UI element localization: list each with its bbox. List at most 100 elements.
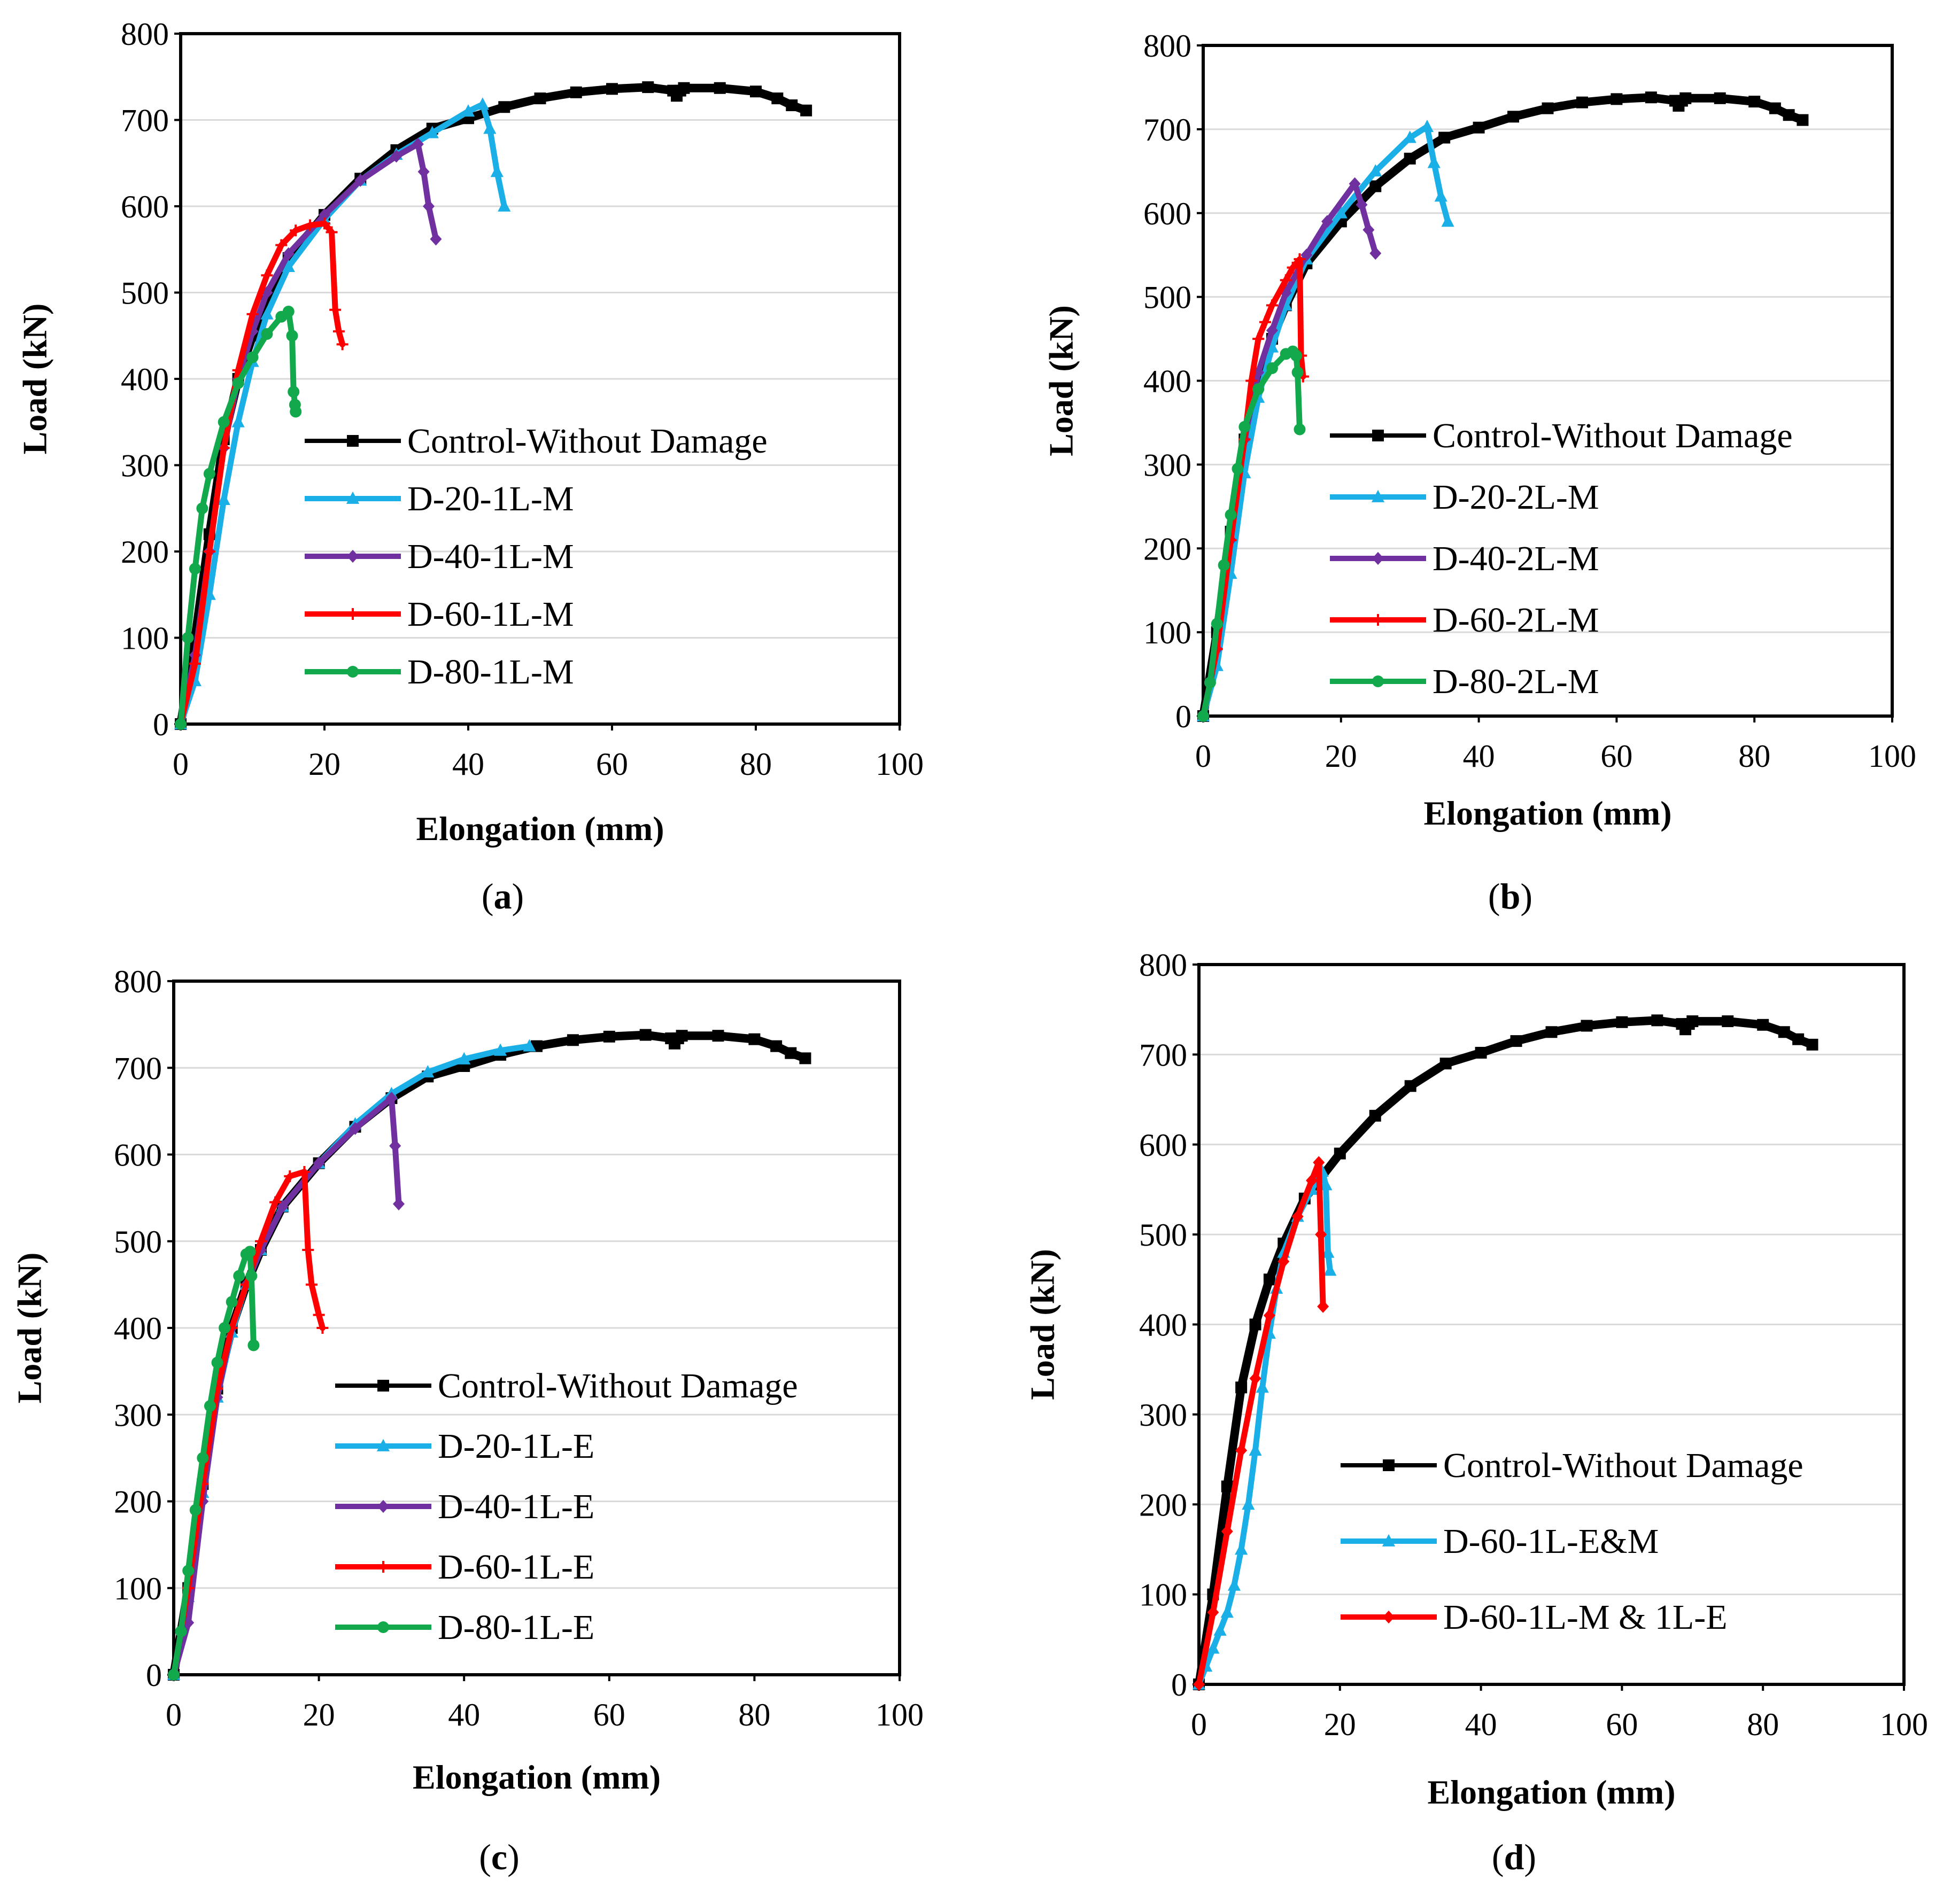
data-point <box>1356 198 1368 212</box>
data-point <box>1714 92 1726 104</box>
data-point <box>490 165 504 177</box>
data-point <box>714 82 726 94</box>
y-tick-label: 100 <box>1143 615 1191 650</box>
y-tick-label: 300 <box>1139 1397 1187 1433</box>
data-point <box>218 416 230 428</box>
data-point <box>1334 206 1348 219</box>
legend-label: D-60-1L-M & 1L-E <box>1443 1598 1728 1637</box>
data-point <box>231 415 245 428</box>
x-tick-label: 80 <box>738 1697 770 1732</box>
data-point <box>244 1246 256 1258</box>
data-point <box>1221 1525 1233 1538</box>
data-point <box>1218 559 1230 571</box>
legend-label: D-60-1L-M <box>407 595 574 634</box>
y-tick-label: 300 <box>114 1397 162 1433</box>
data-point <box>1242 1497 1255 1510</box>
y-tick-label: 100 <box>1139 1577 1187 1613</box>
data-point <box>1211 618 1223 630</box>
legend-label: D-40-2L-M <box>1433 539 1599 578</box>
data-point <box>1475 1047 1487 1059</box>
x-tick-label: 20 <box>303 1697 335 1732</box>
data-point <box>1291 366 1304 378</box>
data-point <box>1686 1015 1699 1028</box>
data-point <box>1278 1255 1290 1268</box>
data-point <box>1319 1178 1333 1191</box>
legend-label: D-60-1L-E <box>438 1548 594 1587</box>
data-point <box>354 174 367 187</box>
series-d60 <box>1193 1156 1329 1691</box>
series-d20 <box>1192 1164 1337 1690</box>
data-point <box>748 1033 761 1045</box>
chart-panel-d: 0 100 200 300 400 500 600 700 800 0 20 40 60 80 100 Elo… <box>1024 947 1929 1877</box>
data-point <box>189 657 201 670</box>
data-point <box>316 1322 329 1334</box>
data-point <box>1227 1578 1241 1591</box>
data-point <box>332 325 345 338</box>
data-point <box>1238 421 1251 433</box>
data-point <box>349 1122 361 1135</box>
legend-label: D-60-1L-E&M <box>1443 1522 1659 1561</box>
y-tick-label: 200 <box>114 1485 162 1520</box>
data-point <box>226 1296 238 1308</box>
data-point <box>232 377 244 390</box>
legend-label: Control-Without Damage <box>438 1366 798 1405</box>
data-point <box>421 1065 435 1078</box>
data-point <box>1510 1035 1522 1047</box>
legend-marker <box>377 1380 389 1392</box>
data-point <box>196 502 208 515</box>
data-point <box>261 269 273 282</box>
data-point <box>1545 1026 1558 1038</box>
legend: Control-Without Damage D-60-1L-E&M D-60-1L… <box>1341 1446 1803 1637</box>
data-point <box>1757 1019 1769 1031</box>
data-point <box>1427 156 1441 168</box>
data-point <box>1252 333 1265 345</box>
data-point <box>203 546 215 557</box>
data-point <box>639 1029 652 1041</box>
y-tick-label: 800 <box>114 964 162 999</box>
data-point <box>750 86 762 98</box>
data-point <box>1266 362 1278 374</box>
data-point <box>1259 316 1272 328</box>
y-tick-label: 700 <box>121 103 169 138</box>
legend-marker <box>1383 1459 1395 1471</box>
y-tick-label: 700 <box>1139 1037 1187 1073</box>
data-point <box>313 1156 325 1170</box>
series-line <box>1200 123 1451 719</box>
data-point <box>197 1452 209 1464</box>
y-tick-label: 400 <box>1139 1308 1187 1343</box>
data-point <box>1294 253 1306 266</box>
data-point <box>1334 1147 1346 1160</box>
data-point <box>417 165 430 178</box>
data-point <box>168 1669 180 1681</box>
legend-marker <box>377 1621 389 1633</box>
chart-panel-b: 0 100 200 300 400 500 600 700 800 0 20 40 60 80 100 Elo… <box>1042 28 1917 916</box>
legend-label: D-80-1L-M <box>407 652 574 691</box>
data-point <box>1291 1210 1304 1223</box>
y-tick-label: 300 <box>121 448 169 484</box>
data-point <box>1256 1380 1269 1393</box>
data-point <box>1434 189 1447 202</box>
data-point <box>1315 1228 1327 1241</box>
legend-marker <box>1383 1610 1395 1624</box>
data-point <box>304 219 316 231</box>
data-point <box>483 121 497 134</box>
y-tick-label: 800 <box>1139 947 1187 983</box>
series-line <box>1200 181 1379 719</box>
data-point <box>430 232 442 246</box>
data-point <box>494 1043 507 1056</box>
data-point <box>770 1040 783 1052</box>
data-point <box>1369 1109 1381 1122</box>
data-point <box>1362 223 1375 237</box>
data-point <box>390 150 402 163</box>
legend-label: Control-Without Damage <box>407 422 768 461</box>
data-point <box>570 86 582 98</box>
data-point <box>1806 1038 1818 1051</box>
legend-marker <box>1372 551 1384 565</box>
data-point <box>1245 375 1258 387</box>
data-point <box>175 718 187 730</box>
x-tick-label: 60 <box>593 1697 625 1732</box>
legend: Control-Without Damage D-20-2L-M D-40-2L-M… <box>1330 416 1793 701</box>
x-tick-label: 100 <box>876 1697 924 1732</box>
data-point <box>1404 1080 1416 1092</box>
data-point <box>1221 1480 1233 1493</box>
